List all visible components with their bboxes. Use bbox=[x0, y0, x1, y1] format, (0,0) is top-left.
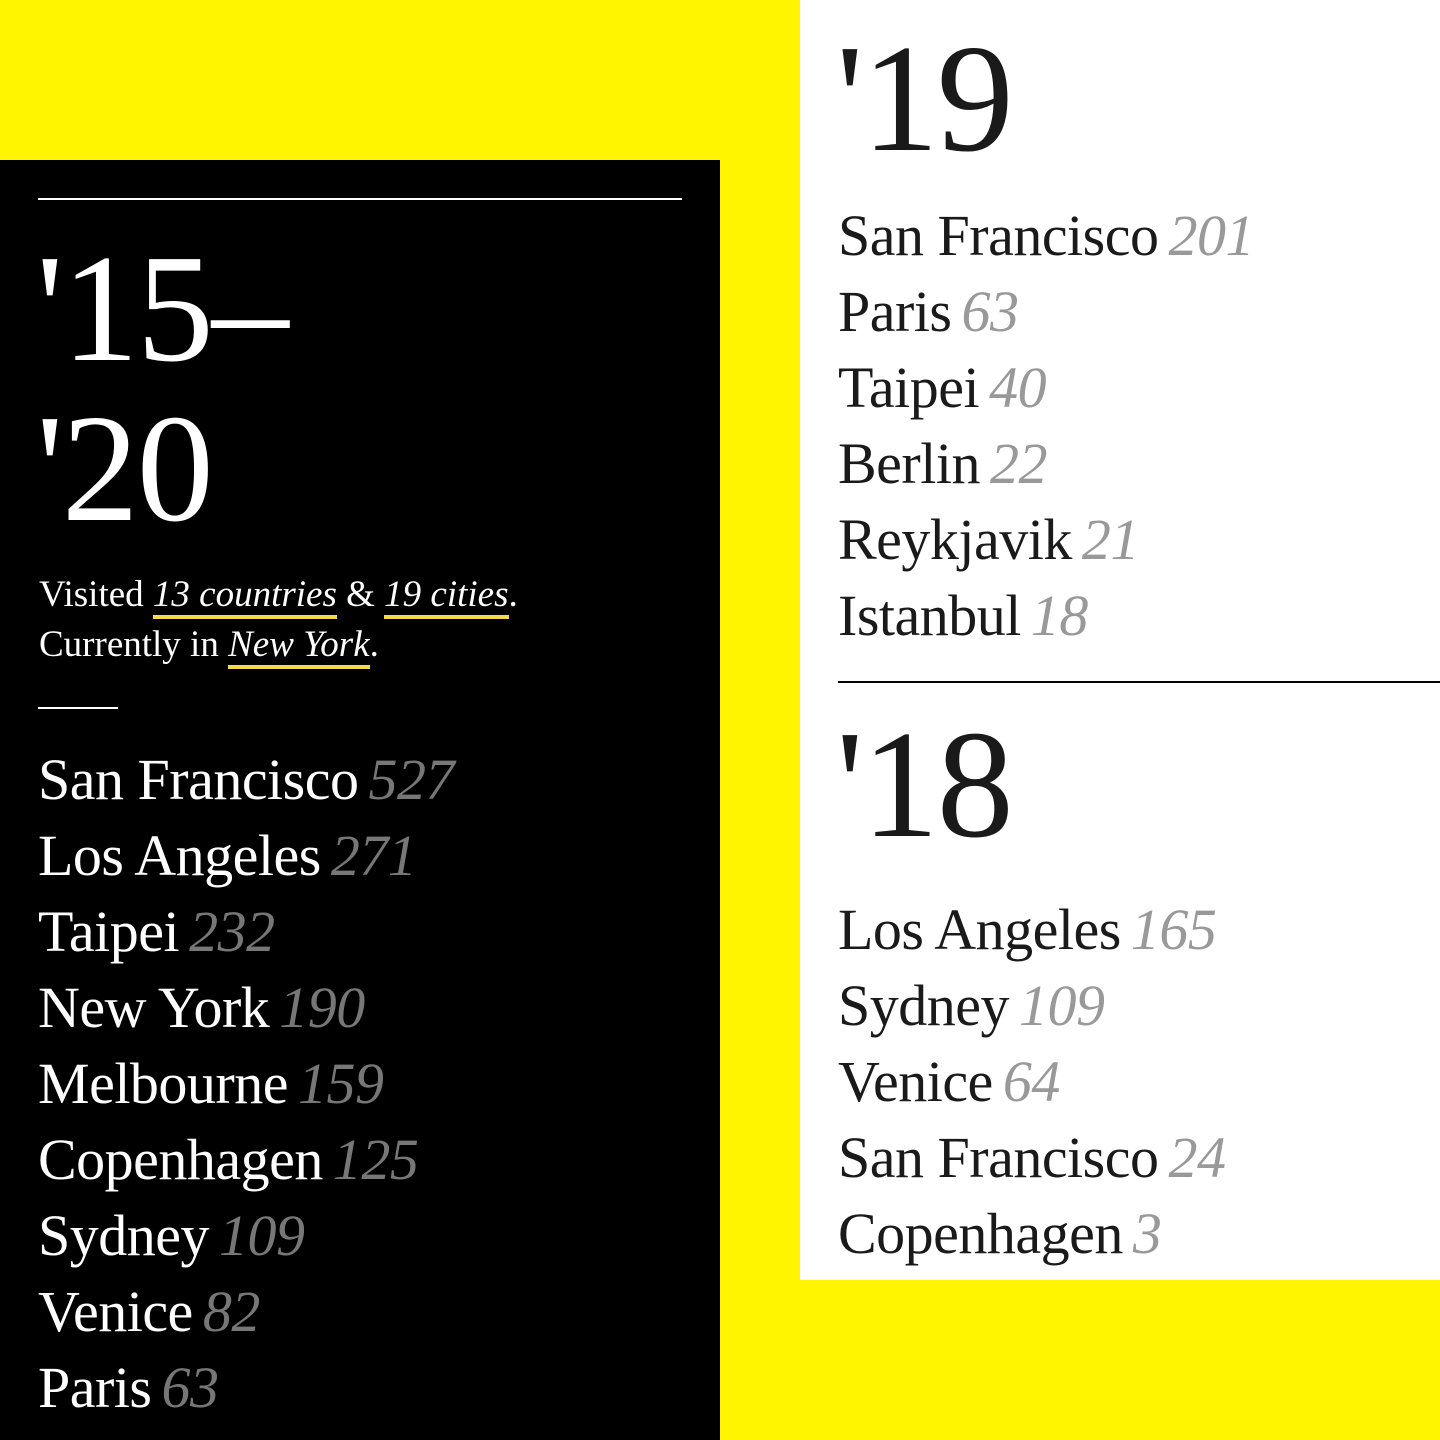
city-name: Berlin bbox=[838, 431, 980, 496]
summary-text: Visited 13 countries & 19 cities. Curren… bbox=[39, 570, 679, 670]
city-name: Los Angeles bbox=[838, 897, 1121, 962]
city-name: Copenhagen bbox=[838, 1201, 1123, 1266]
city-count: 64 bbox=[1002, 1049, 1061, 1114]
city-name: Sydney bbox=[38, 1203, 210, 1268]
list-item: Paris 63 bbox=[838, 274, 1254, 350]
divider bbox=[838, 681, 1440, 683]
visited-prefix: Visited bbox=[39, 574, 153, 615]
city-name: New York bbox=[38, 975, 270, 1040]
city-count: 21 bbox=[1081, 507, 1140, 572]
list-item: Venice 64 bbox=[838, 1044, 1226, 1120]
city-name: Venice bbox=[38, 1279, 193, 1344]
summary-panel: '15– '20 Visited 13 countries & 19 citie… bbox=[0, 160, 720, 1440]
list-item: Taipei 40 bbox=[838, 350, 1254, 426]
list-item: Copenhagen 3 bbox=[838, 1196, 1226, 1272]
list-item: New York 190 bbox=[38, 970, 454, 1046]
city-count: 232 bbox=[189, 899, 275, 964]
city-name: Melbourne bbox=[38, 1051, 289, 1116]
city-count: 82 bbox=[202, 1279, 261, 1344]
list-item: Taipei 232 bbox=[38, 894, 454, 970]
divider bbox=[38, 198, 682, 200]
city-count: 22 bbox=[989, 431, 1048, 496]
year-heading-2018: '18 bbox=[836, 700, 1014, 870]
city-count: 18 bbox=[1030, 583, 1089, 648]
list-item: Istanbul 18 bbox=[838, 578, 1254, 654]
city-count: 63 bbox=[161, 1355, 220, 1420]
city-list-all-years: San Francisco 527 Los Angeles 271 Taipei 23… bbox=[38, 742, 454, 1426]
city-count: 125 bbox=[332, 1127, 419, 1192]
yearly-panel: '19 San Francisco 201 Paris 63 Taipei 40 Be… bbox=[800, 0, 1440, 1280]
city-name: Taipei bbox=[38, 899, 180, 964]
city-name: Taipei bbox=[838, 355, 980, 420]
city-name: Los Angeles bbox=[38, 823, 321, 888]
city-name: San Francisco bbox=[38, 747, 359, 812]
city-count: 201 bbox=[1168, 203, 1255, 268]
city-count: 190 bbox=[279, 975, 365, 1040]
list-item: Venice 82 bbox=[38, 1274, 454, 1350]
list-item: San Francisco 201 bbox=[838, 198, 1254, 274]
list-item: Sydney 109 bbox=[838, 968, 1226, 1044]
countries-link[interactable]: 13 countries bbox=[152, 574, 337, 619]
city-count: 63 bbox=[961, 279, 1020, 344]
city-name: Istanbul bbox=[838, 583, 1021, 648]
list-item: Paris 63 bbox=[38, 1350, 454, 1426]
city-name: Reykjavik bbox=[838, 507, 1072, 572]
city-list-2018: Los Angeles 165 Sydney 109 Venice 64 San Fr… bbox=[838, 892, 1226, 1272]
list-item: San Francisco 24 bbox=[838, 1120, 1226, 1196]
city-count: 159 bbox=[298, 1051, 384, 1116]
city-count: 40 bbox=[989, 355, 1047, 420]
city-name: San Francisco bbox=[838, 203, 1159, 268]
divider-short bbox=[38, 707, 118, 709]
city-count: 271 bbox=[330, 823, 417, 888]
city-count: 109 bbox=[1019, 973, 1105, 1038]
year-range-end: '20 bbox=[36, 384, 214, 554]
city-name: Paris bbox=[838, 279, 952, 344]
period-text: . bbox=[369, 624, 379, 665]
city-name: Sydney bbox=[838, 973, 1010, 1038]
city-name: Copenhagen bbox=[38, 1127, 323, 1192]
city-name: San Francisco bbox=[838, 1125, 1159, 1190]
list-item: Reykjavik 21 bbox=[838, 502, 1254, 578]
city-count: 527 bbox=[368, 747, 455, 812]
city-count: 24 bbox=[1168, 1125, 1227, 1190]
list-item: Melbourne 159 bbox=[38, 1046, 454, 1122]
list-item: San Francisco 527 bbox=[38, 742, 454, 818]
city-count: 3 bbox=[1132, 1201, 1162, 1266]
list-item: Copenhagen 125 bbox=[38, 1122, 454, 1198]
year-heading-2019: '19 bbox=[836, 14, 1014, 184]
current-prefix: Currently in bbox=[39, 624, 229, 665]
current-city-link[interactable]: New York bbox=[228, 624, 370, 669]
city-name: Venice bbox=[838, 1049, 993, 1114]
city-count: 109 bbox=[219, 1203, 305, 1268]
year-range-start: '15– bbox=[36, 224, 289, 394]
amp-text: & bbox=[336, 574, 385, 615]
city-count: 165 bbox=[1130, 897, 1217, 962]
list-item: Sydney 109 bbox=[38, 1198, 454, 1274]
city-name: Paris bbox=[38, 1355, 152, 1420]
list-item: Los Angeles 165 bbox=[838, 892, 1226, 968]
city-list-2019: San Francisco 201 Paris 63 Taipei 40 Berlin… bbox=[838, 198, 1254, 654]
list-item: Berlin 22 bbox=[838, 426, 1254, 502]
list-item: Los Angeles 271 bbox=[38, 818, 454, 894]
cities-link[interactable]: 19 cities bbox=[384, 574, 509, 619]
period-text: . bbox=[508, 574, 518, 615]
